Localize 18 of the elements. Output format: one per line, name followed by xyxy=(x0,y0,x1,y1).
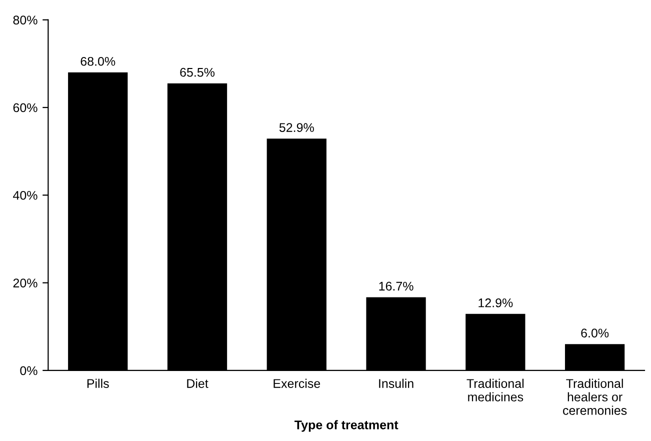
data-label: 16.7% xyxy=(379,282,414,291)
y-tick-label: 80% xyxy=(13,16,38,24)
data-label: 6.0% xyxy=(581,328,609,338)
x-tick-label: Insulin xyxy=(379,378,414,388)
x-tick-label: Diet xyxy=(187,378,208,388)
y-tick-label: 40% xyxy=(13,190,38,200)
x-tick-label: Traditional medicines xyxy=(466,378,524,402)
y-tick-label: 0% xyxy=(20,366,38,376)
data-label: 68.0% xyxy=(80,56,116,66)
data-label: 65.5% xyxy=(180,68,215,77)
x-tick-label: Exercise xyxy=(274,378,320,388)
x-axis-title: Type of treatment xyxy=(294,420,398,432)
data-label: 12.9% xyxy=(478,298,513,308)
x-tick-label: Traditional healers or ceremonies xyxy=(563,378,627,415)
x-tick-label: Pills xyxy=(87,378,109,388)
y-tick-label: 60% xyxy=(13,103,38,112)
data-label: 52.9% xyxy=(279,123,314,132)
y-tick-label: 20% xyxy=(13,278,38,288)
